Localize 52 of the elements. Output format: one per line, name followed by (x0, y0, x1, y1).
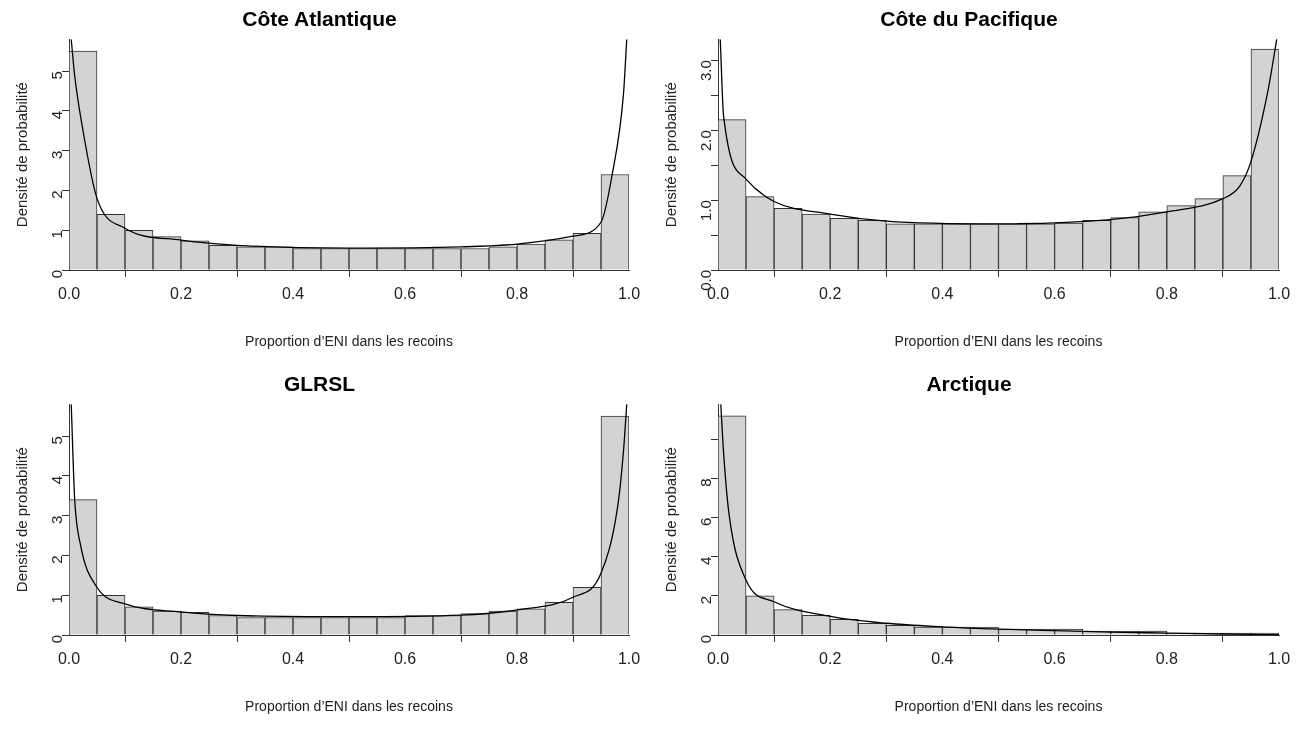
x-axis-title: Proportion d’ENI dans les recoins (245, 333, 453, 350)
x-tick-label: 0.2 (819, 650, 842, 668)
y-axis-title: Densité de probabilité (13, 447, 31, 593)
y-tick-label: 1.0 (697, 200, 715, 221)
chart-title: Arctique (926, 372, 1012, 396)
y-tick-label: 0 (48, 270, 66, 279)
chart-title: Côte du Pacifique (880, 7, 1058, 31)
y-tick-label: 4 (48, 475, 66, 485)
y-tick-label: 4 (48, 110, 66, 120)
y-axis-title: Densité de probabilité (13, 82, 31, 228)
y-axis-title: Densité de probabilité (662, 447, 680, 593)
y-tick-label: 2 (48, 555, 66, 564)
y-tick-label: 2.0 (697, 130, 715, 151)
y-tick-label: 2 (48, 190, 66, 199)
y-tick-label: 3 (48, 150, 66, 159)
y-tick-label: 6 (697, 517, 715, 526)
x-axis-title: Proportion d’ENI dans les recoins (894, 333, 1103, 350)
y-tick-label: 1 (48, 595, 66, 604)
x-tick-label: 0.6 (393, 650, 417, 668)
x-tick-label: 0.2 (169, 285, 193, 303)
x-tick-label: 0.4 (931, 650, 954, 668)
x-tick-label: 0.4 (281, 650, 305, 668)
x-tick-label: 0.8 (505, 650, 529, 668)
y-axis-title: Densité de probabilité (662, 82, 680, 228)
y-tick-label: 2 (697, 595, 715, 605)
x-tick-label: 1.0 (1267, 650, 1291, 668)
x-tick-label: 0.2 (169, 650, 193, 668)
x-tick-label: 0.8 (1155, 285, 1179, 303)
x-tick-label: 0.6 (1043, 650, 1066, 668)
x-tick-label: 0.4 (931, 285, 954, 303)
y-tick-label: 3 (48, 515, 66, 524)
x-tick-label: 0.2 (819, 285, 842, 303)
y-tick-label: 0 (48, 635, 66, 644)
y-tick-label: 5 (48, 71, 66, 80)
chart-title: Côte Atlantique (242, 7, 397, 31)
x-tick-label: 0.4 (281, 285, 305, 303)
x-tick-label: 0.6 (393, 285, 417, 303)
y-tick-label: 1 (48, 230, 66, 239)
y-tick-label: 0 (697, 635, 715, 644)
chart-title: GLRSL (283, 372, 356, 396)
x-tick-label: 0.6 (1043, 285, 1066, 303)
x-tick-label: 1.0 (1267, 285, 1291, 303)
y-tick-label: 3.0 (697, 60, 715, 82)
y-tick-label: 4 (697, 556, 715, 566)
x-tick-label: 1.0 (617, 650, 641, 668)
x-axis-title: Proportion d’ENI dans les recoins (245, 698, 453, 715)
y-tick-label: 5 (48, 436, 66, 445)
x-axis-title: Proportion d’ENI dans les recoins (894, 698, 1103, 715)
x-tick-label: 0.8 (505, 285, 529, 303)
x-tick-label: 1.0 (617, 285, 641, 303)
y-tick-label: 8 (697, 478, 715, 487)
x-tick-label: 0.8 (1155, 650, 1179, 668)
